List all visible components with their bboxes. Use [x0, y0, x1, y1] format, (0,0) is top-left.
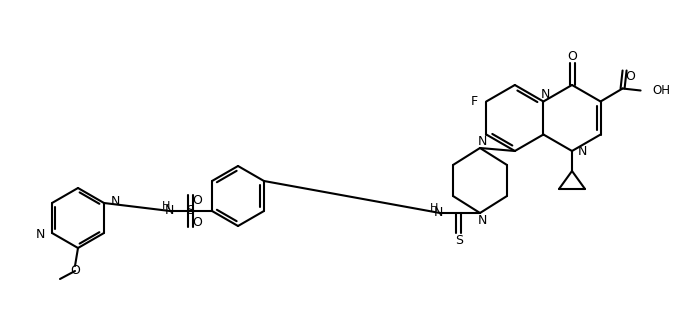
Text: H: H — [162, 201, 170, 211]
Text: N: N — [433, 205, 443, 218]
Text: OH: OH — [653, 84, 670, 97]
Text: O: O — [70, 265, 80, 278]
Text: O: O — [626, 70, 635, 83]
Text: O: O — [192, 215, 202, 228]
Text: N: N — [111, 194, 120, 207]
Text: O: O — [192, 193, 202, 206]
Text: N: N — [477, 213, 487, 226]
Text: N: N — [164, 203, 174, 216]
Text: N: N — [578, 145, 588, 158]
Text: O: O — [567, 49, 577, 62]
Text: N: N — [36, 228, 45, 241]
Text: H: H — [430, 203, 438, 213]
Text: N: N — [541, 88, 550, 101]
Text: S: S — [186, 204, 194, 217]
Text: F: F — [471, 95, 478, 108]
Text: N: N — [477, 135, 487, 148]
Text: S: S — [455, 234, 463, 247]
